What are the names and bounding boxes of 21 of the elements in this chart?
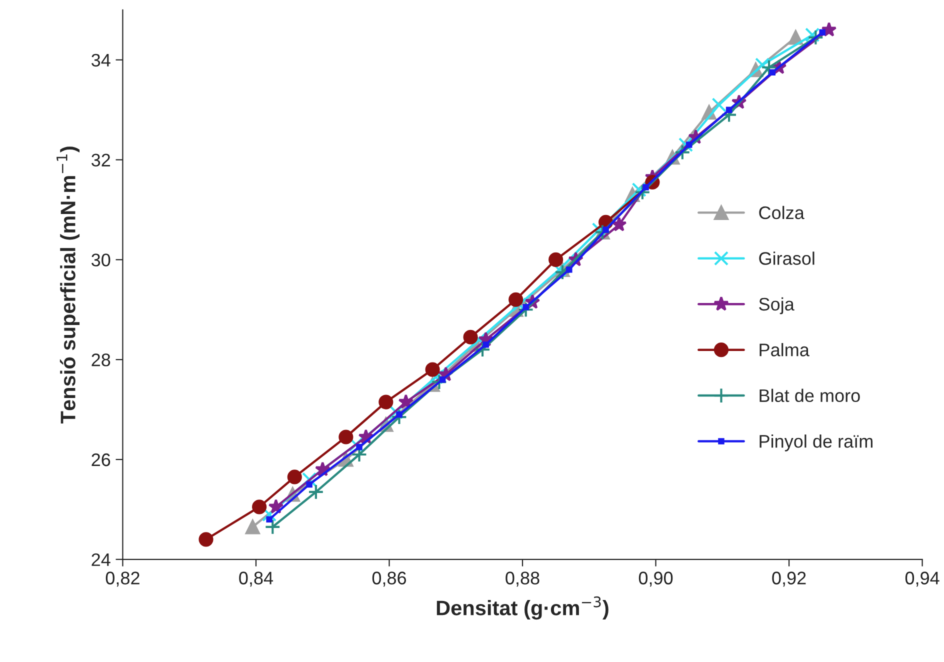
legend-label: Palma <box>760 343 810 356</box>
x-tick-label: 0,90 <box>638 572 673 587</box>
y-tick-label: 32 <box>92 154 110 167</box>
legend-label: Colza <box>759 206 804 220</box>
y-tick-label: 26 <box>92 453 110 466</box>
x-tick-label: 0,88 <box>506 572 540 587</box>
y-tick-label: 34 <box>92 54 110 67</box>
y-tick-label: 30 <box>92 254 110 266</box>
x-tick-label: 0,86 <box>372 572 406 587</box>
y-tick-label: 28 <box>92 354 110 366</box>
legend-label: Blat de moro <box>760 388 860 402</box>
x-tick-label: 0,84 <box>239 572 274 587</box>
y-tick-label: 24 <box>92 553 110 566</box>
legend-label: Girasol <box>759 252 814 265</box>
y-axis-title: Tensió superficial (mN·m$^{−1}$) <box>56 146 80 424</box>
x-tick-label: 0,94 <box>905 572 940 587</box>
x-axis-title: Densitat (g·cm$^{−3}$) <box>436 596 608 620</box>
legend-label: Pinyol de raïm <box>760 434 872 452</box>
x-tick-label: 0,92 <box>772 572 806 587</box>
legend-label: Soja <box>759 297 794 314</box>
x-tick-label: 0,82 <box>106 572 140 587</box>
